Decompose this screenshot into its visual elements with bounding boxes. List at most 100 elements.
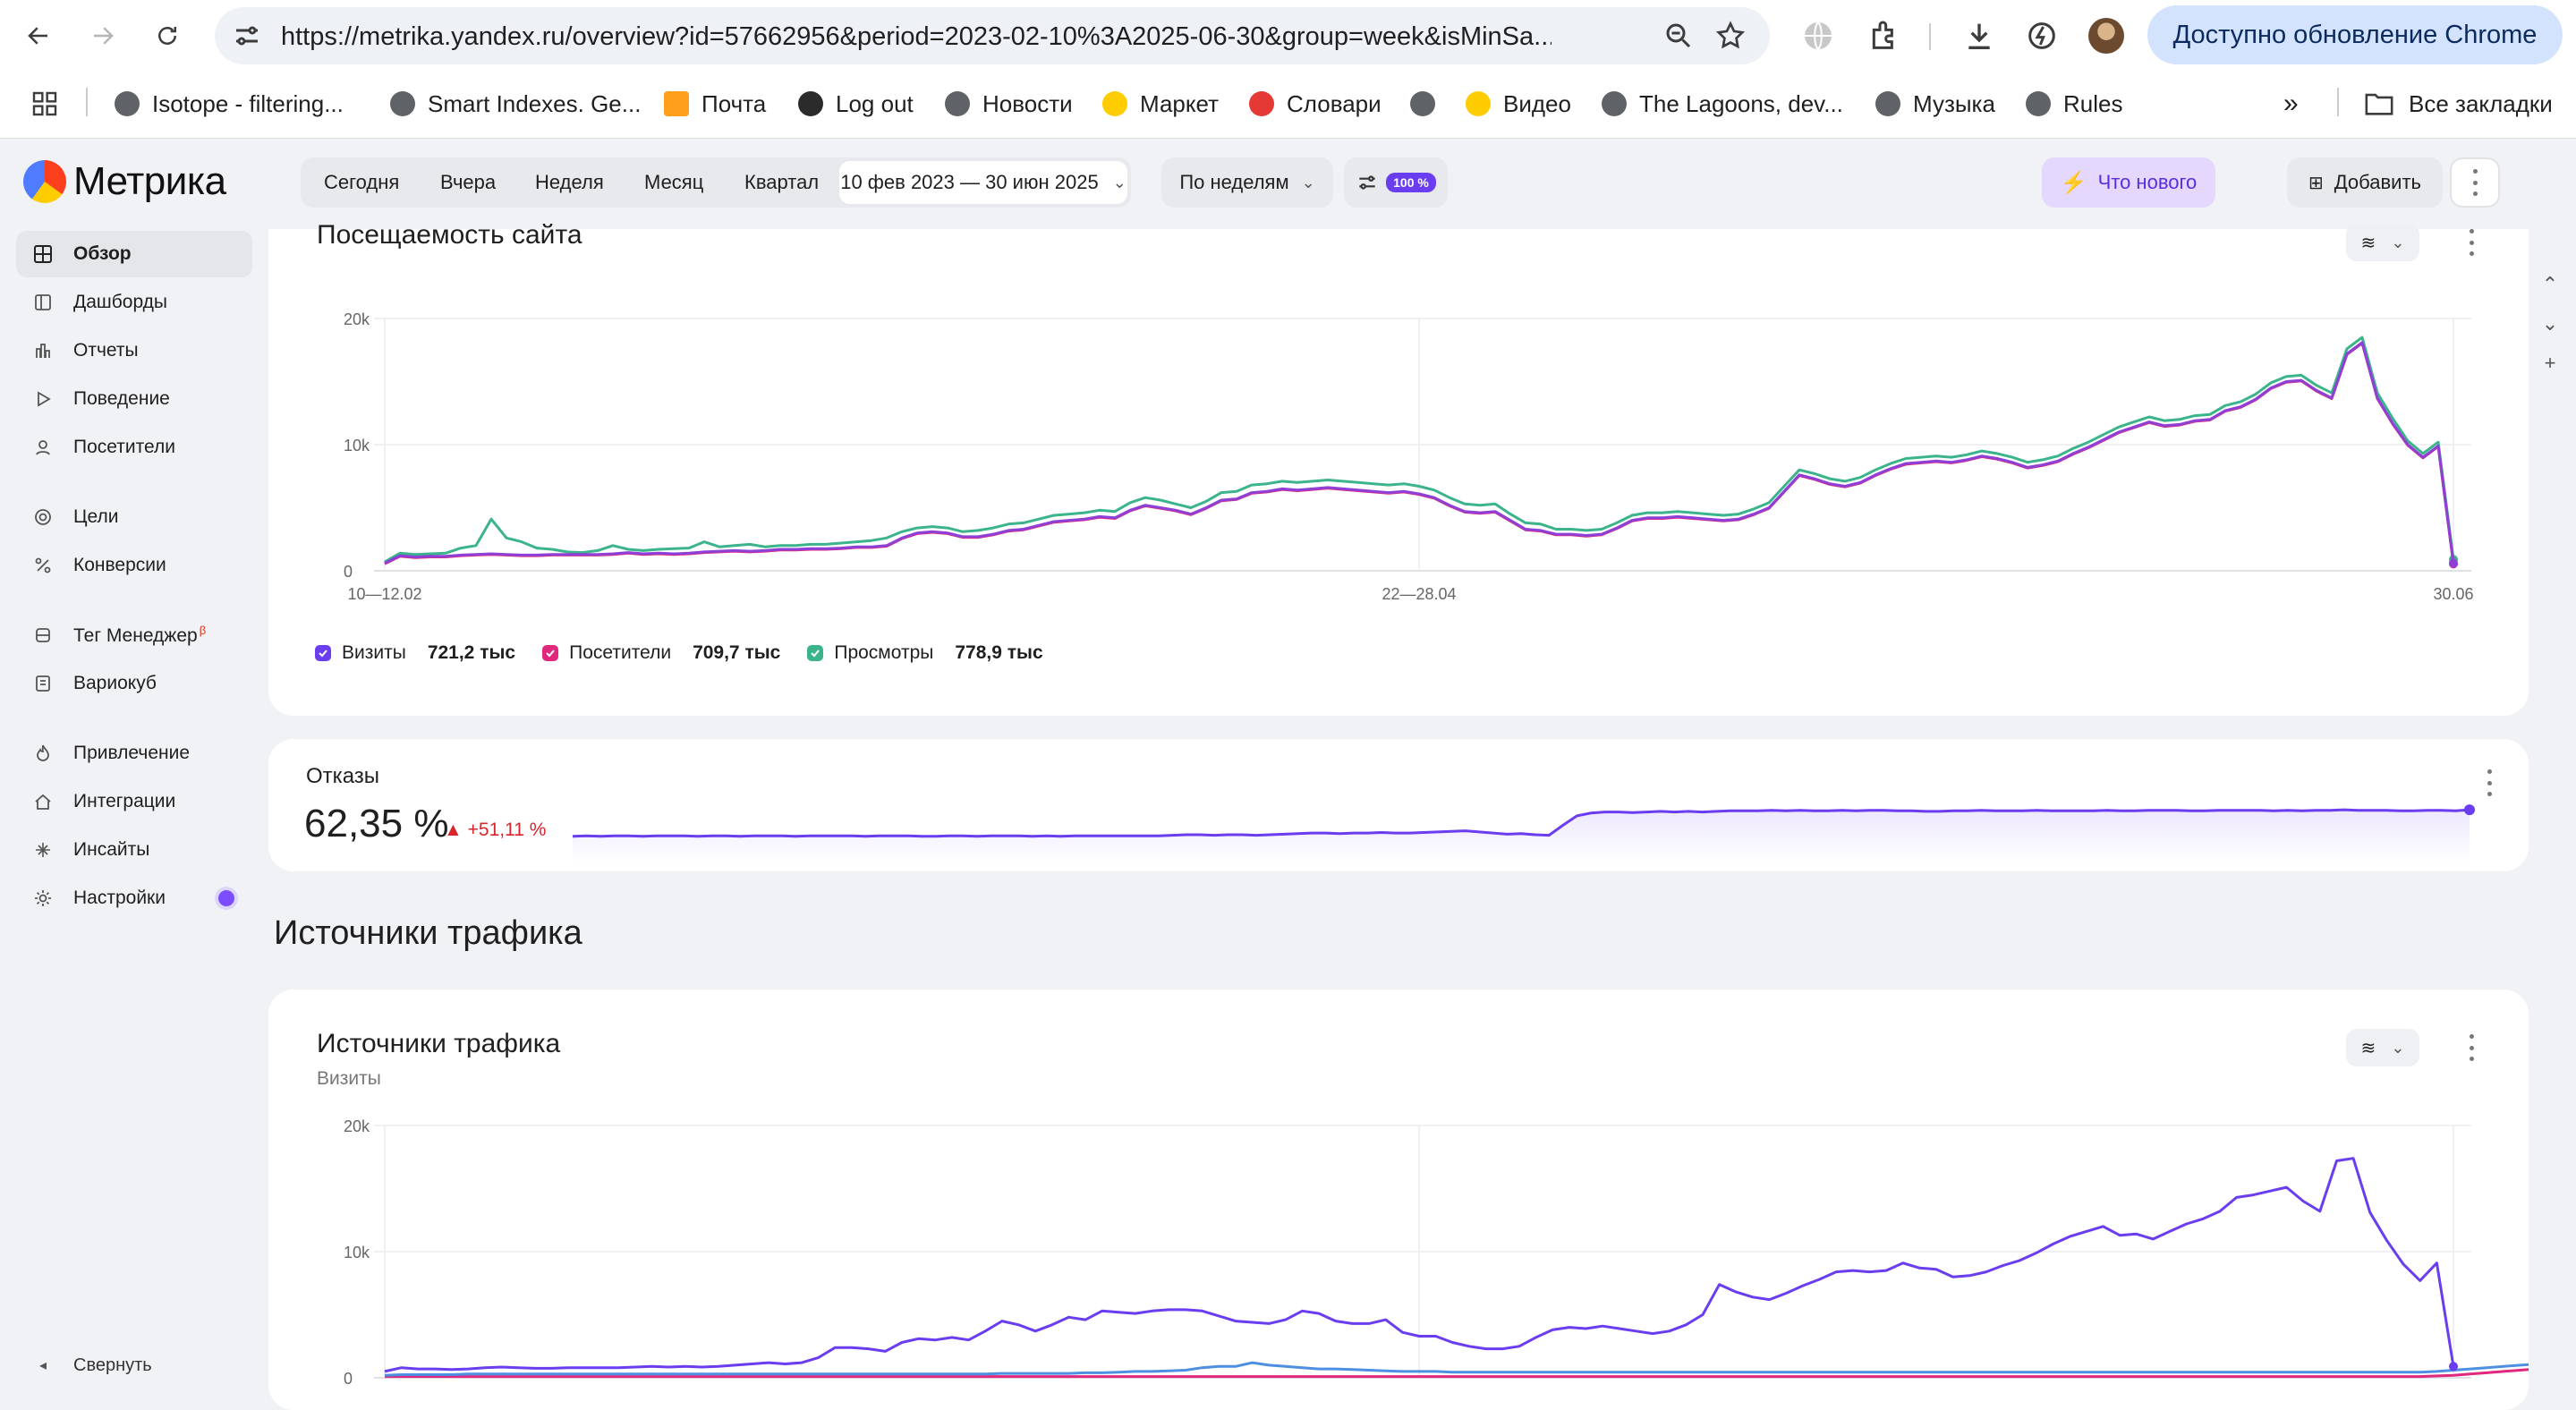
bookmark-isotope[interactable]: Isotope - filtering...	[115, 86, 344, 122]
nav-conversions[interactable]: Конверсии	[16, 542, 252, 589]
y-tick-label: 10k	[344, 1244, 370, 1261]
period-quarter[interactable]: Квартал	[744, 157, 819, 208]
site-settings-icon[interactable]	[231, 20, 263, 52]
legend-name: Посетители	[569, 642, 671, 664]
bookmark-music[interactable]: Музыка	[1875, 86, 1995, 122]
bookmark-rules[interactable]: Rules	[2026, 86, 2122, 122]
period-today[interactable]: Сегодня	[324, 157, 399, 208]
nav-settings[interactable]: Настройки	[16, 875, 252, 922]
performance-icon[interactable]	[2024, 18, 2060, 54]
legend-item-pageviews[interactable]: Просмотры 778,9 тыс	[807, 642, 1042, 664]
bookmark-smart-indexes[interactable]: Smart Indexes. Ge...	[390, 86, 641, 122]
series-end-point	[2449, 559, 2458, 568]
legend-value: 709,7 тыс	[693, 642, 780, 664]
nav-tag-manager[interactable]: Тег Менеджер β	[16, 612, 252, 658]
globe-icon	[1602, 91, 1627, 116]
scroll-up-chevron-icon[interactable]: ⌃	[2534, 268, 2566, 301]
back-button[interactable]	[16, 16, 61, 55]
nav-label: Инсайты	[73, 839, 149, 861]
translate-globe-icon[interactable]	[1800, 18, 1836, 54]
bookmark-unnamed[interactable]	[1410, 86, 1448, 122]
dashboard-icon	[30, 290, 55, 315]
market-icon	[1102, 91, 1127, 116]
bookmark-label: Log out	[836, 90, 914, 118]
bookmark-logout[interactable]: Log out	[798, 86, 914, 122]
y-tick-label: 0	[344, 1370, 353, 1388]
collapse-label: Свернуть	[73, 1355, 152, 1376]
reload-button[interactable]	[145, 16, 190, 55]
bookmark-video[interactable]: Видео	[1466, 86, 1571, 122]
extensions-icon[interactable]	[1866, 18, 1902, 54]
legend-value: 721,2 тыс	[428, 642, 515, 664]
bookmarks-divider	[86, 88, 88, 116]
legend-item-visits[interactable]: Визиты 721,2 тыс	[315, 642, 515, 664]
profile-avatar[interactable]	[2088, 18, 2124, 54]
nav-label-wrap: Тег Менеджер β	[73, 624, 206, 647]
period-yesterday[interactable]: Вчера	[440, 157, 496, 208]
play-icon	[30, 386, 55, 412]
integrations-icon	[30, 789, 55, 814]
series-end-point	[2449, 1362, 2458, 1371]
bookmark-label: Музыка	[1913, 90, 1995, 118]
nav-integrations[interactable]: Интеграции	[16, 778, 252, 825]
nav-label: Вариокуб	[73, 673, 157, 694]
add-plus-icon[interactable]: +	[2534, 347, 2566, 379]
metrika-logo[interactable]: Метрика	[23, 159, 226, 204]
legend-item-visitors[interactable]: Посетители 709,7 тыс	[542, 642, 780, 664]
collapse-sidebar-button[interactable]: ◂ Свернуть	[16, 1342, 252, 1389]
period-filter-bar: Сегодня Вчера Неделя Месяц Квартал 10 фе…	[301, 157, 2502, 215]
url-text[interactable]: https://metrika.yandex.ru/overview?id=57…	[281, 22, 1552, 52]
bookmark-dictionaries[interactable]: Словари	[1249, 86, 1382, 122]
attendance-legend: Визиты 721,2 тыс Посетители 709,7 тыс Пр…	[315, 642, 1070, 664]
chrome-update-button[interactable]: Доступно обновление Chrome	[2147, 5, 2563, 64]
globe-icon	[945, 91, 970, 116]
nav-dashboards[interactable]: Дашборды	[16, 279, 252, 326]
grid-icon	[30, 242, 55, 267]
period-month[interactable]: Месяц	[644, 157, 703, 208]
whats-new-label: Что нового	[2098, 171, 2198, 194]
bookmark-label: Rules	[2063, 90, 2122, 118]
nav-acquisition[interactable]: Привлечение	[16, 730, 252, 777]
all-bookmarks-button[interactable]: Все закладки	[2364, 86, 2553, 122]
nav-goals[interactable]: Цели	[16, 494, 252, 540]
globe-icon	[2026, 91, 2051, 116]
nav-label: Конверсии	[73, 555, 166, 576]
gear-icon	[30, 886, 55, 911]
attendance-line-chart: 010k20k10—12.02 22—28.04 30.06	[268, 229, 2529, 623]
bookmark-label: Isotope - filtering...	[152, 90, 344, 118]
bookmark-market[interactable]: Маркет	[1102, 86, 1219, 122]
more-options-button[interactable]	[2450, 157, 2500, 208]
grouping-label: По неделям	[1179, 171, 1288, 194]
nav-variocube[interactable]: Вариокуб	[16, 660, 252, 707]
sampling-filter-button[interactable]: 100 %	[1344, 157, 1448, 208]
forward-button[interactable]	[81, 16, 125, 55]
grouping-select[interactable]: По неделям ⌄	[1161, 157, 1333, 208]
user-icon	[30, 435, 55, 460]
add-widget-button[interactable]: ⊞ Добавить	[2287, 157, 2443, 208]
bookmark-news[interactable]: Новости	[945, 86, 1073, 122]
zoom-icon[interactable]	[1662, 20, 1695, 52]
arrow-right-icon	[89, 22, 116, 49]
tool-icon	[798, 91, 823, 116]
scroll-down-chevron-icon[interactable]: ⌄	[2534, 308, 2566, 340]
period-week[interactable]: Неделя	[535, 157, 604, 208]
nav-behavior[interactable]: Поведение	[16, 376, 252, 422]
bookmark-star-icon[interactable]	[1714, 20, 1747, 52]
download-icon[interactable]	[1961, 18, 1997, 54]
bookmarks-overflow-chevron-icon[interactable]: »	[2283, 86, 2299, 122]
legend-value: 778,9 тыс	[955, 642, 1042, 664]
apps-grid-icon[interactable]	[30, 89, 59, 118]
nav-insights[interactable]: Инсайты	[16, 827, 252, 873]
y-tick-label: 10k	[344, 437, 370, 454]
y-tick-label: 20k	[344, 1117, 370, 1135]
date-range-picker[interactable]: 10 фев 2023 — 30 июн 2025 ⌄	[839, 161, 1127, 204]
nav-overview[interactable]: Обзор	[16, 231, 252, 277]
bookmark-lagoons[interactable]: The Lagoons, dev...	[1602, 86, 1843, 122]
nav-visitors[interactable]: Посетители	[16, 424, 252, 471]
logo-text: Метрика	[73, 159, 226, 204]
y-tick-label: 20k	[344, 310, 370, 328]
address-bar[interactable]: https://metrika.yandex.ru/overview?id=57…	[215, 7, 1770, 64]
bookmark-mail[interactable]: Почта	[664, 86, 766, 122]
whats-new-button[interactable]: ⚡ Что нового	[2042, 157, 2215, 208]
nav-reports[interactable]: Отчеты	[16, 327, 252, 374]
